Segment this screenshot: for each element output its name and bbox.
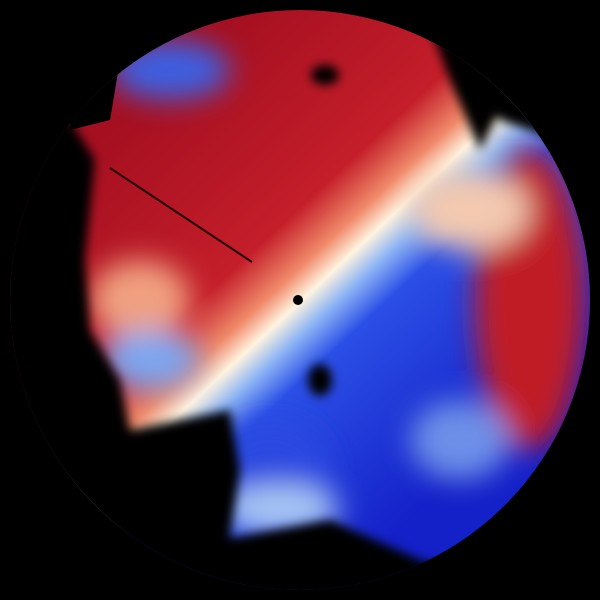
velocity-patches: [90, 40, 585, 535]
radial-artifact: [109, 167, 253, 263]
radar-site: [293, 295, 303, 305]
